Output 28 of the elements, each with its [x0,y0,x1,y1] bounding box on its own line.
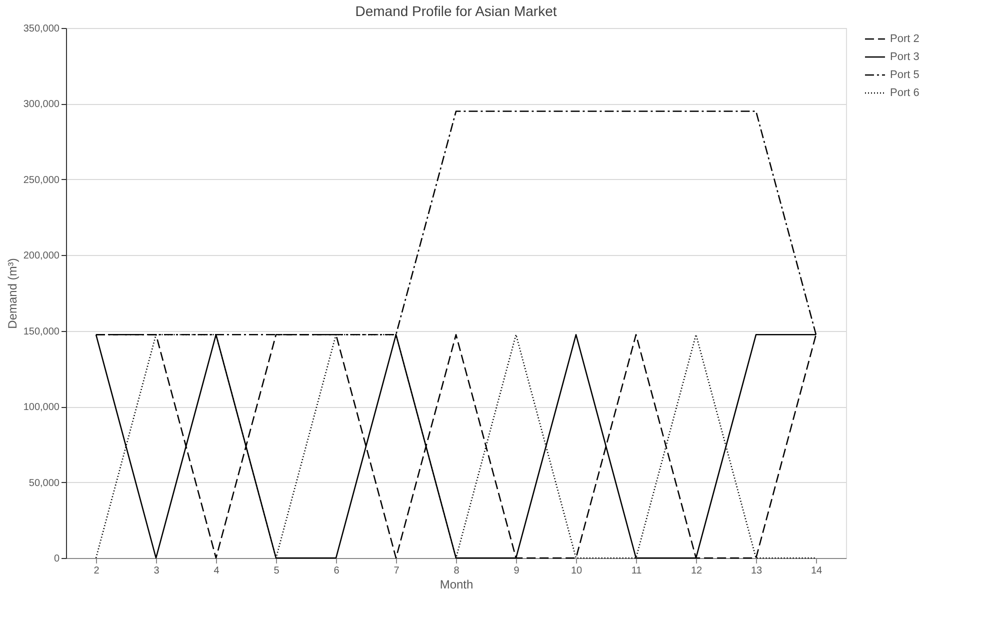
x-tick-label: 8 [454,566,460,576]
x-tick-label: 4 [214,566,220,576]
x-tick-label: 3 [154,566,160,576]
y-tick-label: 250,000 [23,174,60,186]
chart-title: Demand Profile for Asian Market [355,3,557,19]
x-tick-label: 14 [810,566,822,576]
x-tick-label: 11 [631,566,642,576]
x-tick-label: 9 [514,566,520,576]
y-tick-label: 50,000 [28,478,60,489]
legend-label: Port 6 [890,87,920,99]
y-tick-label: 150,000 [23,326,60,338]
y-tick-label: 0 [54,554,60,564]
legend-label: Port 2 [890,33,920,45]
legend-label: Port 5 [890,69,920,81]
y-tick-label: 300,000 [23,99,60,110]
x-tick-label: 2 [94,566,100,576]
x-tick-label: 12 [690,566,702,576]
y-axis-title: Demand (m³) [5,258,20,329]
legend-label: Port 3 [890,51,920,63]
y-tick-label: 200,000 [23,250,60,262]
x-tick-label: 6 [334,566,340,576]
x-tick-label: 10 [570,566,582,576]
x-axis-title: Month [440,578,474,592]
x-tick-label: 7 [394,566,400,576]
y-tick-label: 350,000 [23,24,60,34]
x-tick-label: 5 [274,566,280,576]
x-tick-label: 13 [750,566,762,576]
y-tick-label: 100,000 [23,402,60,414]
